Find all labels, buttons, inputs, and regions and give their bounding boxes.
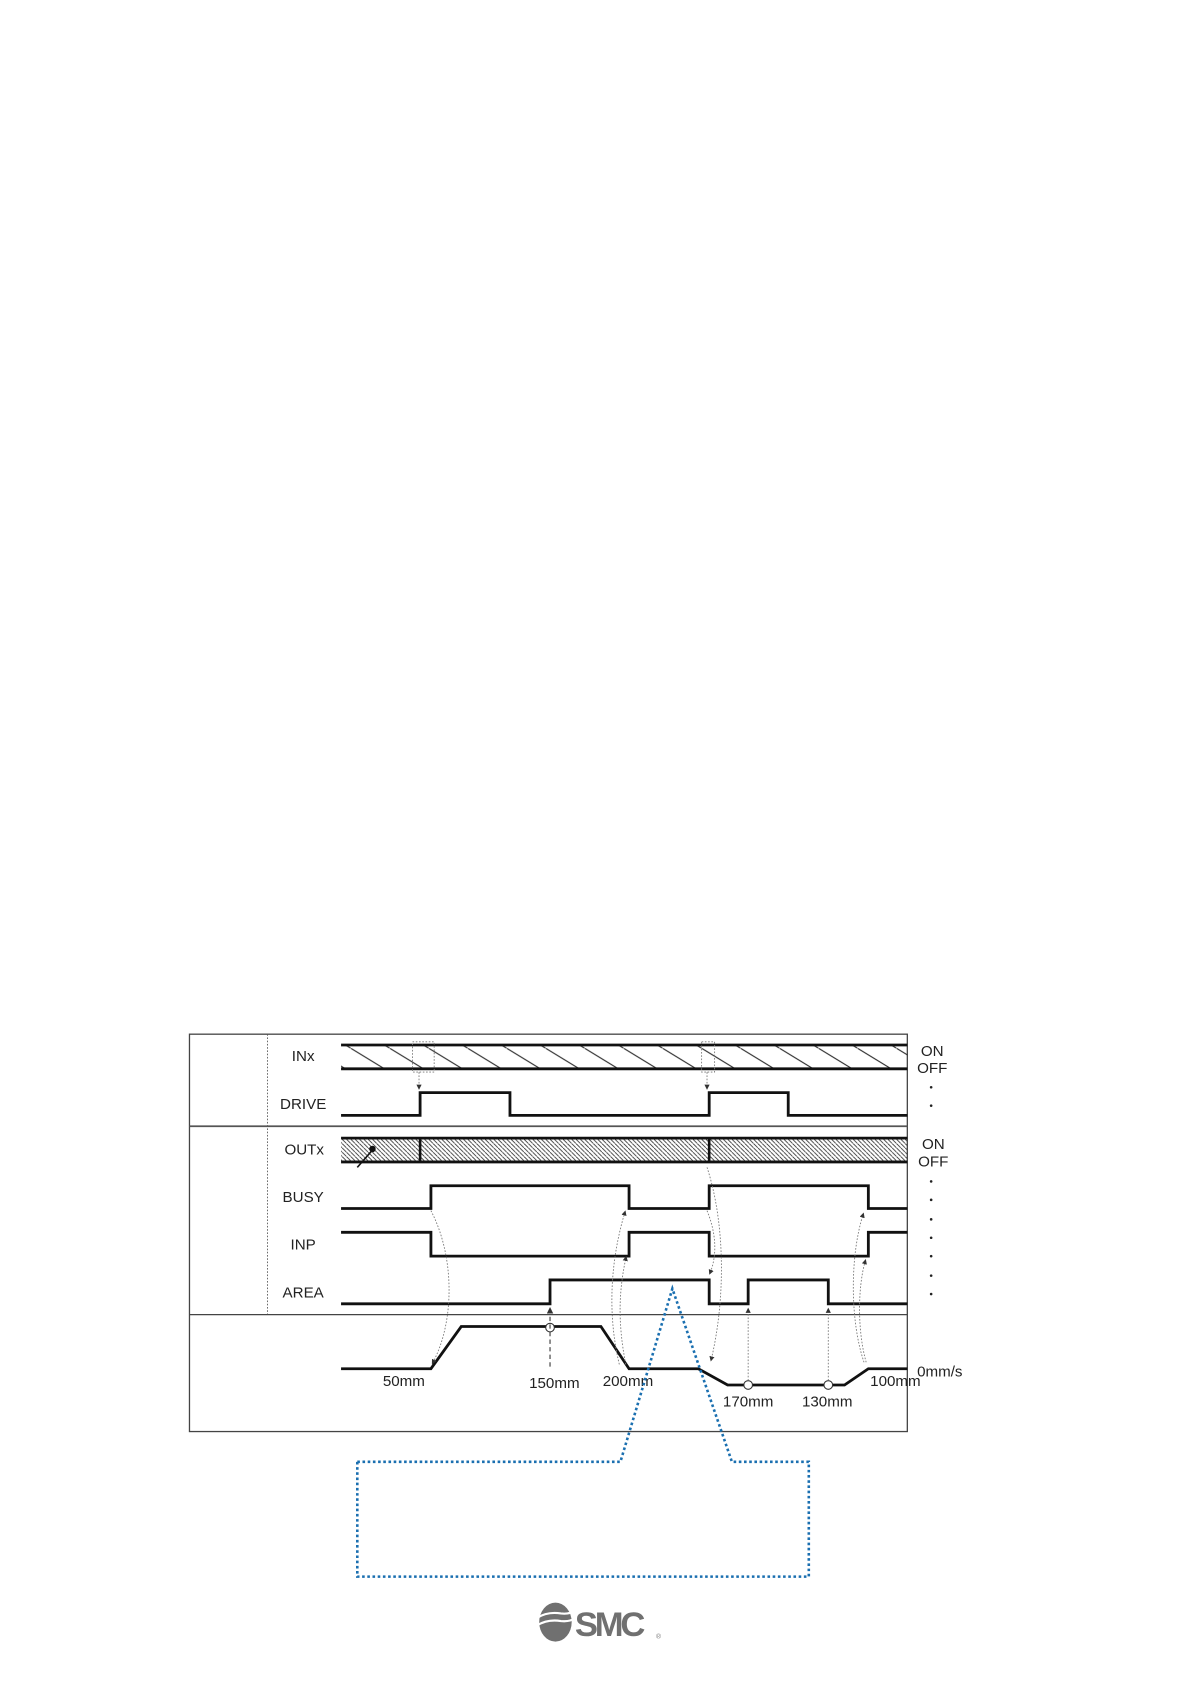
area-signal	[341, 1278, 908, 1306]
continuation-dots	[929, 1085, 933, 1296]
pos-150: 150mm	[529, 1375, 580, 1392]
label-outx: OUTx	[284, 1141, 324, 1158]
outx-signal	[341, 1136, 908, 1168]
pos-200: 200mm	[603, 1373, 654, 1390]
diagram-frame	[188, 1033, 908, 1433]
output-on-label: ON	[922, 1136, 945, 1153]
label-area: AREA	[283, 1284, 325, 1301]
pos-130: 130mm	[802, 1394, 853, 1411]
label-drive: DRIVE	[280, 1096, 326, 1113]
svg-text:SMC: SMC	[575, 1606, 645, 1644]
inx-signal	[341, 1041, 908, 1090]
pos-170: 170mm	[723, 1394, 774, 1411]
drive-signal	[341, 1091, 908, 1117]
label-busy: BUSY	[283, 1189, 324, 1206]
label-inp: INP	[291, 1237, 316, 1254]
callout-box	[356, 1284, 811, 1578]
label-inx: INx	[292, 1048, 315, 1065]
input-off-label: OFF	[917, 1060, 947, 1077]
causal-arrows	[430, 1167, 867, 1365]
speed-profile	[341, 1325, 908, 1387]
inp-signal	[341, 1230, 908, 1258]
smc-logo: SMC ®	[536, 1602, 661, 1644]
pos-50: 50mm	[383, 1373, 425, 1390]
busy-signal	[341, 1184, 908, 1210]
svg-text:®: ®	[656, 1632, 661, 1640]
speed-zero-label: 0mm/s	[917, 1363, 963, 1380]
position-markers	[545, 1307, 834, 1390]
output-off-label: OFF	[918, 1153, 948, 1170]
input-on-label: ON	[921, 1043, 944, 1060]
pos-100: 100mm	[870, 1373, 921, 1390]
